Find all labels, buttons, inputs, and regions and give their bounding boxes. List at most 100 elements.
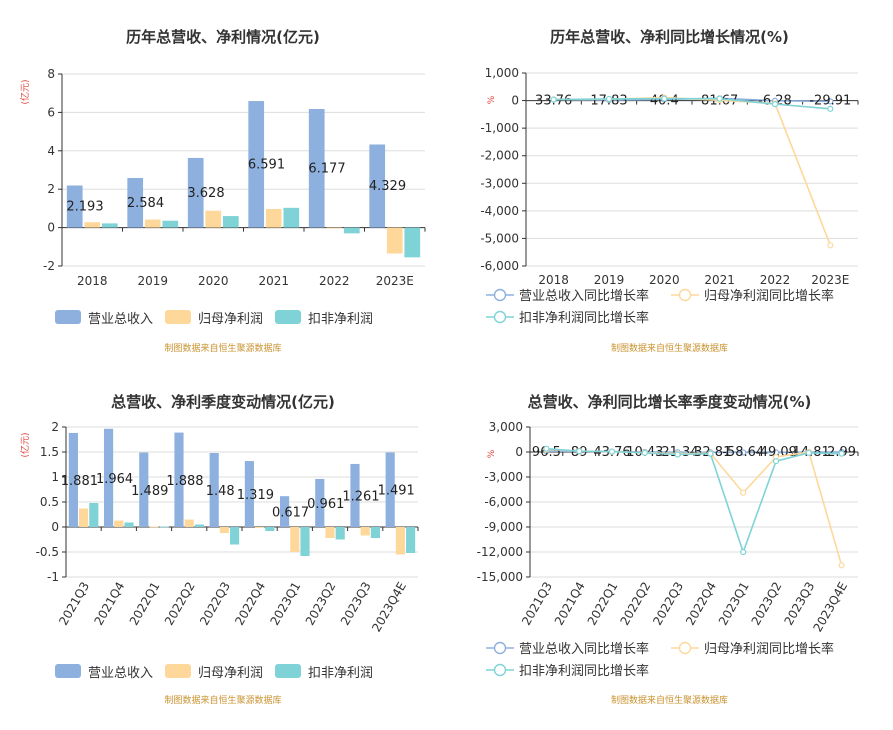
legend-swatch xyxy=(275,664,301,678)
legend-swatch xyxy=(275,310,301,324)
legend-marker xyxy=(493,310,507,324)
x-tick-label: 2021Q3 xyxy=(519,580,555,628)
y-tick-label: -2,000 xyxy=(480,149,519,163)
x-tick-label: 2023Q1 xyxy=(716,580,752,628)
bar-deducted-net-profit xyxy=(162,220,179,228)
legend-item: 扣非净利润 xyxy=(275,664,373,681)
data-point xyxy=(550,96,557,103)
chart-title: 历年总营收、净利同比增长情况(%) xyxy=(550,28,789,46)
y-tick-label: 0 xyxy=(515,445,523,459)
legend-label: 归母净利润同比增长率 xyxy=(704,641,834,657)
y-unit-label: (亿元) xyxy=(19,432,31,457)
y-tick-label: 0.5 xyxy=(40,495,59,509)
x-tick-label: 2023Q4E xyxy=(369,580,409,635)
legend-label: 营业总收入同比增长率 xyxy=(519,288,649,304)
bar-revenue xyxy=(187,157,204,228)
bar-deducted-net-profit xyxy=(265,527,275,531)
bar-revenue xyxy=(66,185,83,228)
x-tick-label: 2019 xyxy=(137,274,168,288)
bar-revenue xyxy=(350,463,360,527)
x-tick-label: 2022Q3 xyxy=(650,580,686,628)
y-tick-label: -6,000 xyxy=(480,259,519,273)
legend-label: 扣非净利润同比增长率 xyxy=(519,310,649,326)
x-tick-label: 2019 xyxy=(594,273,625,287)
x-tick-label: 2022Q3 xyxy=(197,580,233,628)
legend-item: 营业总收入同比增长率 xyxy=(486,641,649,657)
data-point xyxy=(674,451,681,458)
y-tick-label: 6 xyxy=(47,105,55,119)
x-tick-label: 2022Q2 xyxy=(617,580,653,628)
data-point xyxy=(772,458,780,465)
legend-label: 营业总收入 xyxy=(88,666,153,681)
bar-deducted-net-profit xyxy=(230,527,240,545)
y-tick-label: 3,000 xyxy=(489,420,523,434)
bar-revenue xyxy=(209,453,219,527)
y-tick-label: -1 xyxy=(47,570,59,584)
bar-parent-net-profit xyxy=(386,227,403,254)
data-point xyxy=(641,449,648,456)
x-tick-label: 2023Q3 xyxy=(781,580,817,628)
data-point xyxy=(740,489,747,496)
data-point xyxy=(805,449,812,456)
x-tick-label: 2023Q2 xyxy=(303,580,339,628)
data-point xyxy=(771,101,779,108)
x-tick-label: 2022 xyxy=(760,273,791,287)
bar-parent-net-profit xyxy=(114,520,124,527)
series-line-deducted-net-profit xyxy=(546,447,842,555)
legend-swatch xyxy=(55,664,81,678)
data-label: 6.177 xyxy=(308,161,345,176)
series-line-deducted-net-profit xyxy=(553,97,831,110)
x-tick-label: 2018 xyxy=(77,274,108,288)
legend-item: 扣非净利润同比增长率 xyxy=(486,310,649,326)
bar-deducted-net-profit xyxy=(101,223,118,228)
y-tick-label: 0 xyxy=(51,520,59,534)
bar-revenue xyxy=(385,452,395,527)
source-note: 制图数据来自恒生聚源数据库 xyxy=(611,694,728,706)
legend-item: 归母净利润同比增长率 xyxy=(671,641,834,657)
legend-item: 营业总收入同比增长率 xyxy=(486,288,649,304)
bar-revenue xyxy=(174,432,184,527)
x-tick-label: 2023Q2 xyxy=(749,580,785,628)
y-tick-label: -3,000 xyxy=(484,470,523,484)
y-tick-label: -9,000 xyxy=(484,520,523,534)
source-note: 制图数据来自恒生聚源数据库 xyxy=(611,342,728,354)
data-label: 1.261 xyxy=(342,489,379,504)
legend-label: 扣非净利润 xyxy=(308,666,373,681)
bar-parent-net-profit xyxy=(290,527,300,552)
legend-swatch xyxy=(165,310,191,324)
bar-parent-net-profit xyxy=(149,526,159,528)
y-tick-label: 8 xyxy=(47,67,55,81)
x-tick-label: 2021Q4 xyxy=(91,580,127,628)
bar-revenue xyxy=(315,478,325,527)
data-point xyxy=(740,449,747,456)
y-tick-label: -12,000 xyxy=(477,545,523,559)
bar-deducted-net-profit xyxy=(404,227,421,258)
bar-deducted-net-profit xyxy=(194,524,204,527)
y-tick-label: 2 xyxy=(51,420,59,434)
data-label: 6.591 xyxy=(248,157,285,172)
legend-marker xyxy=(493,641,507,655)
x-tick-label: 2023Q1 xyxy=(267,580,303,628)
data-point xyxy=(827,98,834,105)
bar-parent-net-profit xyxy=(360,527,370,536)
y-tick-label: 0 xyxy=(511,94,519,108)
y-tick-label: 1 xyxy=(51,470,59,484)
legend-item: 归母净利润 xyxy=(165,664,263,681)
x-tick-label: 2023E xyxy=(811,273,849,287)
legend-marker xyxy=(678,641,692,655)
y-tick-label: -2 xyxy=(43,259,55,273)
data-label: 0.617 xyxy=(272,506,309,521)
data-label: 1.48 xyxy=(206,484,235,499)
bar-revenue xyxy=(308,109,325,228)
data-point xyxy=(605,95,613,103)
legend-item: 扣非净利润 xyxy=(275,310,373,327)
chart-title: 总营收、净利季度变动情况(亿元) xyxy=(111,393,335,411)
y-unit-label: % xyxy=(487,95,497,104)
chart-title: 总营收、净利同比增长率季度变动情况(%) xyxy=(528,393,812,411)
data-label: 1.491 xyxy=(378,484,415,499)
data-label: 0.961 xyxy=(307,497,344,512)
data-point xyxy=(740,548,747,556)
bar-deducted-net-profit xyxy=(159,526,169,528)
data-point xyxy=(838,450,845,457)
y-tick-label: -1,000 xyxy=(480,121,519,135)
